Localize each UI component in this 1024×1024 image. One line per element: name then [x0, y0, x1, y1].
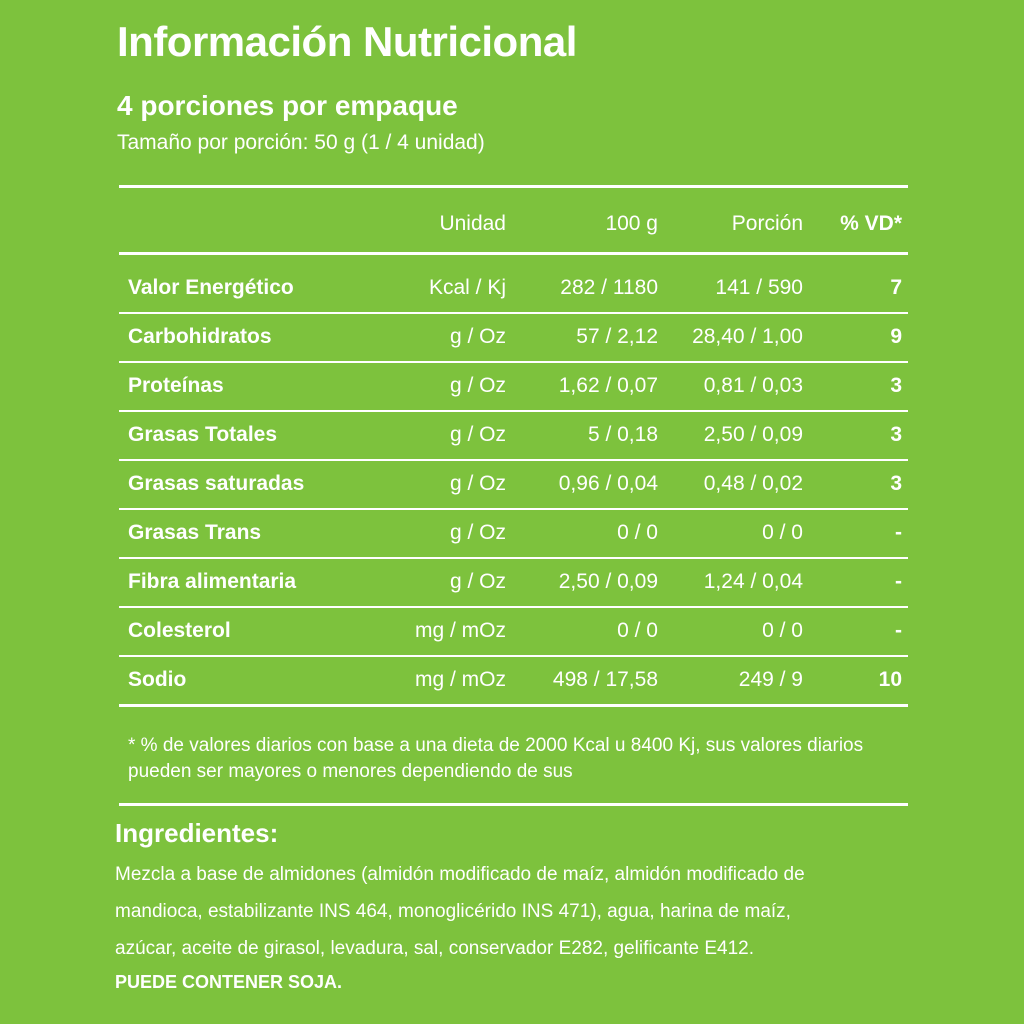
nutrient-unit: mg / mOz	[414, 619, 506, 642]
nutrient-portion: 28,40 / 1,00	[692, 325, 803, 348]
nutrient-name: Grasas Totales	[128, 423, 278, 446]
table-row: Carbohidratos g / Oz 57 / 2,12 28,40 / 1,00…	[119, 313, 908, 361]
nutrient-unit: g / Oz	[449, 570, 506, 593]
nutrient-daily-value: 3	[890, 423, 902, 446]
ingredients-text: Mezcla a base de almidones (almidón modi…	[115, 856, 915, 967]
nutrient-daily-value: 7	[890, 276, 902, 299]
ingredients-line: Mezcla a base de almidones (almidón modi…	[115, 864, 805, 885]
row-divider	[119, 312, 908, 314]
table-row: Grasas Totales g / Oz 5 / 0,18 2,50 / 0,09 3	[119, 411, 908, 459]
nutrient-daily-value: 10	[878, 668, 902, 691]
nutrient-name: Fibra alimentaria	[128, 570, 297, 593]
allergen-warning: PUEDE CONTENER SOJA.	[115, 972, 343, 992]
nutrient-unit: g / Oz	[449, 325, 506, 348]
table-row: Proteínas g / Oz 1,62 / 0,07 0,81 / 0,03 3	[119, 362, 908, 410]
table-header-rule	[119, 252, 908, 255]
row-divider	[119, 361, 908, 363]
row-divider	[119, 557, 908, 559]
nutrient-portion: 0 / 0	[762, 521, 803, 544]
nutrient-unit: Kcal / Kj	[428, 276, 506, 299]
header-daily-value: % VD*	[840, 212, 902, 235]
nutrient-unit: mg / mOz	[414, 668, 506, 691]
nutrient-portion: 0,48 / 0,02	[703, 472, 803, 495]
nutrient-per-100g: 0 / 0	[617, 619, 658, 642]
table-row: Sodio mg / mOz 498 / 17,58 249 / 9 10	[119, 656, 908, 704]
table-row: Grasas Trans g / Oz 0 / 0 0 / 0 -	[119, 509, 908, 557]
nutrient-daily-value: 3	[890, 472, 902, 495]
table-top-rule	[119, 185, 908, 188]
nutrient-name: Carbohidratos	[128, 325, 272, 348]
table-row: Valor Energético Kcal / Kj 282 / 1180 141 /…	[119, 264, 908, 312]
nutrient-portion: 249 / 9	[738, 668, 803, 691]
nutrient-daily-value: -	[895, 619, 902, 642]
footnote-bottom-rule	[119, 803, 908, 806]
nutrient-portion: 1,24 / 0,04	[703, 570, 803, 593]
serving-size: Tamaño por porción: 50 g (1 / 4 unidad)	[117, 131, 485, 154]
nutrient-per-100g: 0 / 0	[617, 521, 658, 544]
nutrient-per-100g: 1,62 / 0,07	[558, 374, 658, 397]
table-row: Colesterol mg / mOz 0 / 0 0 / 0 -	[119, 607, 908, 655]
nutrient-daily-value: -	[895, 570, 902, 593]
nutrient-portion: 141 / 590	[715, 276, 803, 299]
ingredients-line: azúcar, aceite de girasol, levadura, sal…	[115, 938, 754, 959]
nutrient-portion: 0 / 0	[762, 619, 803, 642]
nutrient-name: Sodio	[128, 668, 187, 691]
row-divider	[119, 704, 908, 707]
nutrient-per-100g: 282 / 1180	[560, 276, 658, 299]
table-row: Grasas saturadas g / Oz 0,96 / 0,04 0,48 / …	[119, 460, 908, 508]
nutrient-name: Grasas Trans	[128, 521, 262, 544]
nutrient-per-100g: 5 / 0,18	[587, 423, 658, 446]
row-divider	[119, 655, 908, 657]
nutrient-name: Colesterol	[128, 619, 231, 642]
nutrient-unit: g / Oz	[449, 374, 506, 397]
nutrient-unit: g / Oz	[449, 472, 506, 495]
table-header-row: Unidad 100 g Porción % VD*	[119, 200, 908, 248]
table-row: Fibra alimentaria g / Oz 2,50 / 0,09 1,24 /…	[119, 558, 908, 606]
row-divider	[119, 606, 908, 608]
header-portion: Porción	[731, 212, 803, 235]
footnote: * % de valores diarios con base a una di…	[128, 735, 864, 782]
nutrient-unit: g / Oz	[449, 423, 506, 446]
nutrient-portion: 0,81 / 0,03	[703, 374, 803, 397]
nutrient-name: Proteínas	[128, 374, 224, 397]
servings-per-package: 4 porciones por empaque	[117, 90, 458, 121]
nutrient-name: Valor Energético	[128, 276, 294, 299]
page-title: Información Nutricional	[117, 18, 577, 65]
nutrient-per-100g: 498 / 17,58	[552, 668, 658, 691]
nutrient-name: Grasas saturadas	[128, 472, 305, 495]
nutrient-per-100g: 2,50 / 0,09	[558, 570, 658, 593]
row-divider	[119, 410, 908, 412]
nutrient-unit: g / Oz	[449, 521, 506, 544]
ingredients-line: mandioca, estabilizante INS 464, monogli…	[115, 901, 791, 922]
header-unit: Unidad	[439, 212, 506, 235]
row-divider	[119, 508, 908, 510]
nutrient-portion: 2,50 / 0,09	[703, 423, 803, 446]
header-per-100g: 100 g	[605, 212, 658, 235]
nutrient-daily-value: 9	[890, 325, 902, 348]
nutrient-daily-value: 3	[890, 374, 902, 397]
nutrient-per-100g: 57 / 2,12	[576, 325, 658, 348]
nutrient-daily-value: -	[895, 521, 902, 544]
nutrient-per-100g: 0,96 / 0,04	[558, 472, 658, 495]
row-divider	[119, 459, 908, 461]
ingredients-title: Ingredientes:	[115, 818, 279, 848]
